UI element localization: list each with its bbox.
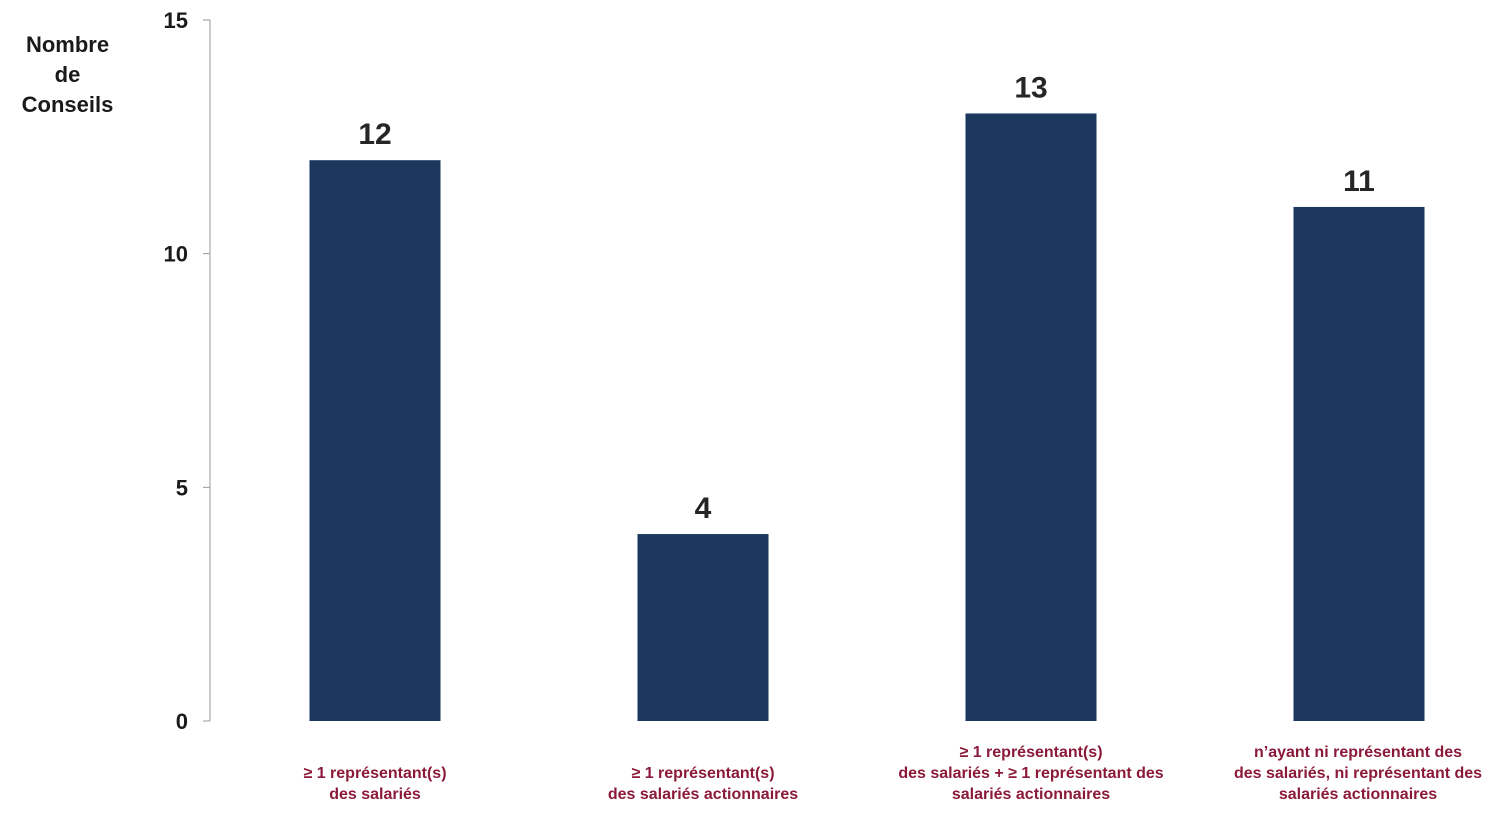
bar [965,113,1097,721]
bar-value-label: 11 [1343,165,1375,198]
y-tick-label: 0 [176,709,188,734]
x-category-label: ≥ 1 représentant(s) des salariés actionn… [607,765,799,803]
y-tick-label: 15 [164,8,188,33]
bar [1293,206,1425,721]
bar [637,534,769,721]
bar [309,160,441,721]
x-category-label: ≥ 1 représentant(s) des salariés + ≥ 1 r… [898,744,1164,803]
bar-value-label: 4 [695,492,712,525]
y-axis-title: Nombre de Conseils [21,32,114,117]
y-axis: 0 5 10 15 [164,8,211,734]
y-tick-label: 5 [176,475,188,500]
bar-value-label: 12 [358,118,391,151]
bar-value-label: 13 [1014,71,1047,104]
value-labels: 12 4 13 11 [358,71,1375,525]
y-tick-label: 10 [164,242,188,267]
bars [309,113,1425,721]
x-category-label: n’ayant ni représentant des des salariés… [1233,744,1483,803]
x-category-label: ≥ 1 représentant(s) des salariés [303,765,447,803]
